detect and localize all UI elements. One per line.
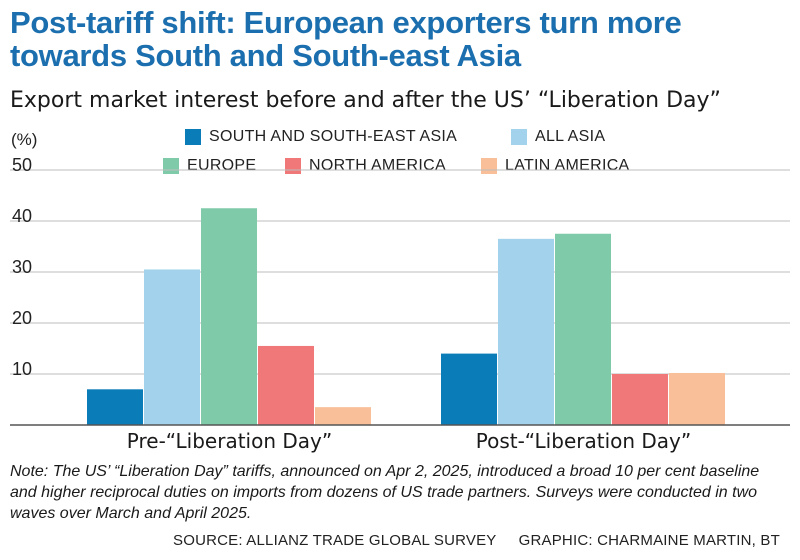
bar-1-2 — [555, 233, 611, 425]
y-tick-label: 10 — [12, 359, 32, 379]
bar-0-3 — [258, 345, 314, 425]
bar-chart: 10 20 30 40 50 Pre-“Liberation Day” Post-“Libe… — [10, 155, 790, 453]
source-credit: SOURCE: ALLIANZ TRADE GLOBAL SURVEY — [173, 532, 497, 549]
legend-label: SOUTH AND SOUTH-EAST ASIA — [209, 128, 458, 145]
graphic-credit: GRAPHIC: CHARMAINE MARTIN, BT — [518, 532, 780, 549]
bar-1-4 — [669, 372, 725, 425]
chart-title: Post-tariff shift: European exporters tu… — [10, 5, 682, 73]
x-category-label: Pre-“Liberation Day” — [127, 429, 332, 453]
y-tick-label: 50 — [12, 155, 32, 175]
legend-label: ALL ASIA — [535, 128, 606, 145]
y-tick-label: 30 — [12, 257, 32, 277]
x-category-label: Post-“Liberation Day” — [476, 429, 692, 453]
bar-1-3 — [612, 374, 668, 425]
bar-0-1 — [144, 269, 200, 425]
chart-note: Note: The US’ “Liberation Day” tariffs, … — [10, 463, 760, 522]
chart-subtitle: Export market interest before and after … — [10, 88, 721, 113]
legend-swatch — [185, 129, 201, 145]
y-axis-unit-label: (%) — [11, 130, 38, 149]
legend-swatch — [511, 129, 527, 145]
legend-item-south-and-south-east-asia: SOUTH AND SOUTH-EAST ASIA — [185, 128, 457, 146]
bar-0-0 — [87, 389, 143, 425]
footer-credits: SOURCE: ALLIANZ TRADE GLOBAL SURVEY GRAP… — [173, 532, 780, 549]
y-tick-label: 20 — [12, 308, 32, 328]
legend-item-all-asia: ALL ASIA — [511, 128, 605, 146]
y-tick-label: 40 — [12, 206, 32, 226]
bar-1-1 — [498, 238, 554, 425]
bar-0-4 — [315, 407, 371, 425]
bar-1-0 — [441, 353, 497, 425]
bar-0-2 — [201, 208, 257, 425]
